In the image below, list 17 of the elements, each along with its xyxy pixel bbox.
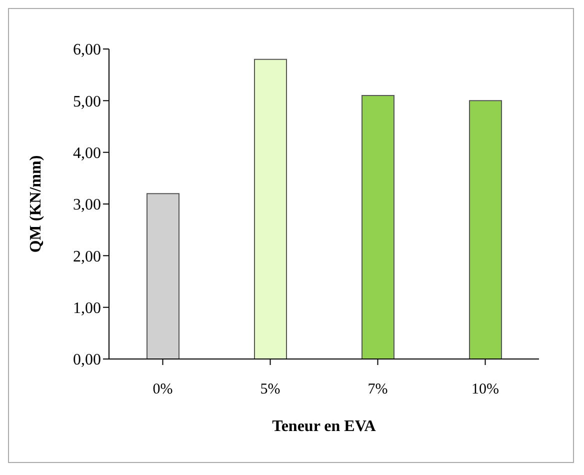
bar [146,193,180,359]
y-tick-label: 2,00 [73,248,101,266]
y-tick-label: 5,00 [73,93,101,110]
bar [362,95,394,359]
y-tick-label: 1,00 [73,300,101,318]
x-tick-label: 7% [368,382,388,398]
y-tick-label: 0,00 [73,352,101,369]
bar [469,100,502,359]
y-tick-label: 6,00 [73,42,101,59]
y-tick-label: 3,00 [73,196,101,214]
y-axis-title: QM (KN/mm) [28,155,45,253]
x-tick-label: 10% [472,382,499,398]
x-tick-label: 5% [260,382,280,398]
x-tick-label: 0% [152,382,173,398]
y-tick-label: 4,00 [73,145,101,162]
bar [254,58,287,359]
x-axis-title: Teneur en EVA [272,418,376,435]
